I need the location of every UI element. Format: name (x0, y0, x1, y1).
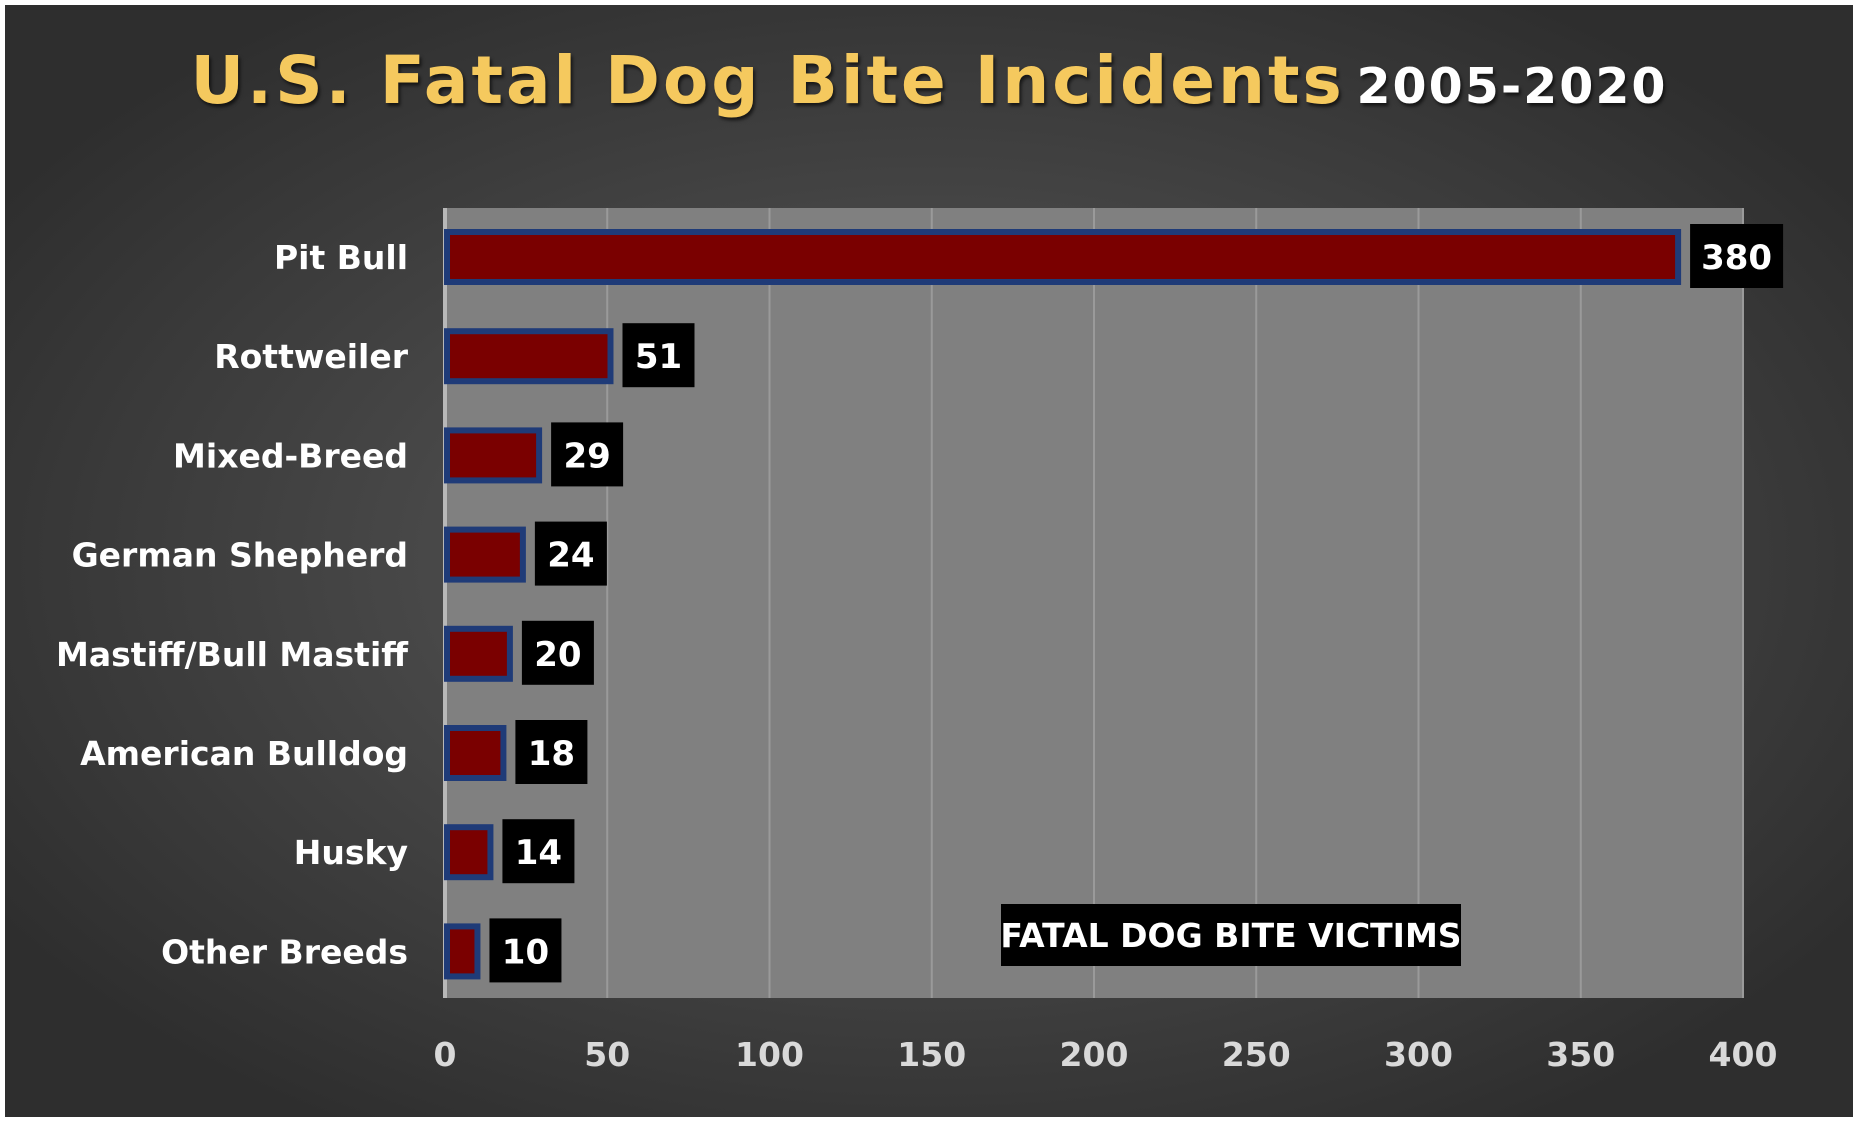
data-label: 20 (534, 635, 581, 675)
annotation-box (1001, 904, 1461, 966)
x-tick-label: 300 (1384, 1035, 1453, 1074)
x-tick-label: 400 (1709, 1035, 1778, 1074)
category-label: Pit Bull (274, 238, 408, 277)
chart-title: U.S. Fatal Dog Bite Incidents 2005-2020 (0, 42, 1858, 119)
category-label: Other Breeds (161, 932, 408, 971)
x-tick-labels: 0 50 100 150 200 250 300 350 400 (434, 1035, 1778, 1074)
chart-subtitle: 2005-2020 (1356, 58, 1668, 115)
x-tick-label: 100 (735, 1035, 804, 1074)
category-label: Husky (294, 833, 408, 872)
data-label: 51 (635, 337, 682, 377)
data-label: 10 (502, 932, 549, 972)
bar (444, 526, 526, 583)
bar (444, 229, 1682, 285)
x-tick-label: 250 (1222, 1035, 1291, 1074)
bar (444, 824, 494, 881)
data-label-box (515, 720, 588, 784)
category-label: Mixed-Breed (173, 436, 408, 475)
data-label-box (521, 620, 594, 685)
x-tick-label: 350 (1546, 1035, 1615, 1074)
bar (444, 427, 543, 484)
data-label: 14 (515, 833, 562, 873)
data-label-box (534, 521, 607, 586)
bar (444, 923, 481, 980)
data-label-box (502, 819, 575, 884)
data-label: 24 (547, 536, 594, 576)
x-tick-label: 50 (584, 1035, 630, 1074)
bar (444, 328, 614, 385)
x-tick-label: 0 (434, 1035, 457, 1074)
annotation: FATAL DOG BITE VICTIMS (1000, 904, 1462, 966)
data-label-box (622, 323, 695, 388)
category-label: Rottweiler (214, 337, 409, 376)
data-label-box (1690, 224, 1784, 288)
annotation-text: FATAL DOG BITE VICTIMS (1000, 916, 1461, 955)
bar (444, 725, 507, 781)
data-label: 29 (563, 436, 610, 476)
bars: 380 51 29 24 20 18 14 10 (444, 224, 1784, 983)
bar (444, 625, 513, 682)
data-label-box (489, 918, 562, 983)
category-label: Mastiff/Bull Mastiff (56, 635, 409, 674)
data-label: 18 (528, 734, 575, 774)
chart-title-main: U.S. Fatal Dog Bite Incidents (190, 42, 1345, 119)
data-label: 380 (1701, 238, 1772, 278)
x-tick-label: 200 (1060, 1035, 1129, 1074)
data-label-box (551, 422, 624, 487)
category-labels: Pit Bull Rottweiler Mixed-Breed German Shep… (56, 238, 409, 971)
x-tick-label: 150 (897, 1035, 966, 1074)
category-label: German Shepherd (72, 536, 408, 575)
category-label: American Bulldog (80, 734, 408, 773)
